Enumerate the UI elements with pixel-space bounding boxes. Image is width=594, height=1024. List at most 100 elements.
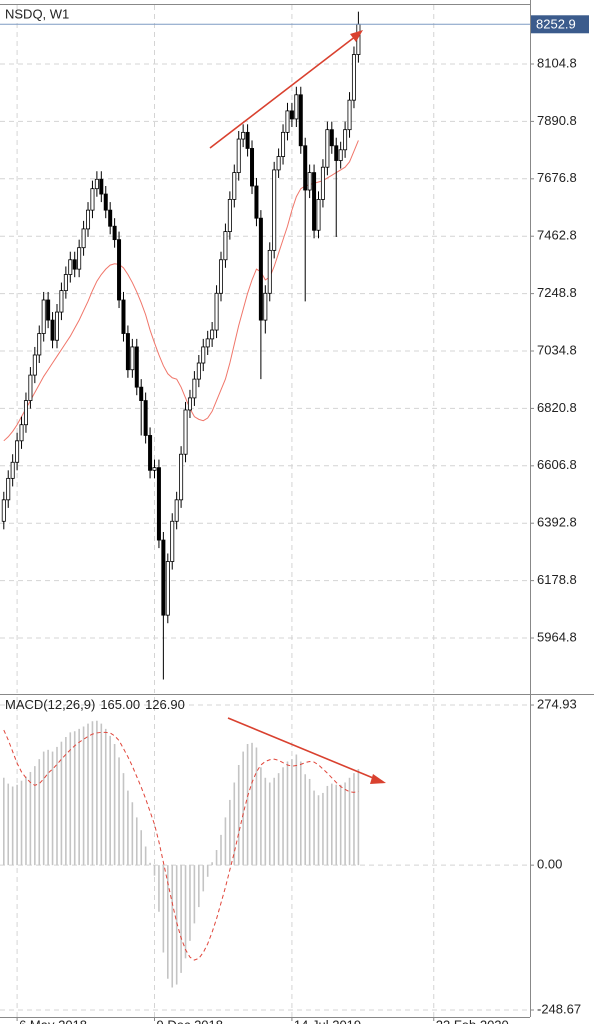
candle-body: [316, 199, 321, 231]
x-tick-label: 23 Feb 2020: [436, 1017, 509, 1024]
candle-body: [139, 386, 144, 401]
candle-body: [134, 346, 139, 388]
candle-body: [90, 188, 95, 211]
candle-body: [294, 94, 299, 120]
candle-body: [223, 231, 228, 261]
candle-body: [227, 199, 232, 232]
y-tick-label: 274.93: [537, 696, 577, 711]
candle-body: [276, 156, 281, 171]
candle-body: [41, 299, 46, 334]
plot-layer: 8104.8 7890.8 7676.8 7462.8 7248.8 7034.8 6820…: [0, 5, 589, 1024]
candle-body: [196, 362, 201, 380]
candle-body: [289, 110, 294, 120]
candle-body: [281, 131, 286, 157]
y-tick-label: -248.67: [537, 1001, 581, 1016]
x-tick-label: 14 Jul 2019: [294, 1017, 361, 1024]
candle-body: [334, 145, 339, 161]
price-label-box: [531, 15, 589, 34]
candle-body: [210, 329, 215, 340]
candle-body: [77, 247, 82, 270]
candle-body: [192, 378, 197, 399]
candle-body: [329, 129, 334, 147]
chart-title: NSDQ, W1: [5, 6, 69, 21]
candle-body: [161, 539, 166, 616]
candle-body: [347, 99, 352, 131]
candle-body: [214, 292, 219, 331]
candle-body: [245, 131, 250, 149]
candle-body: [205, 338, 210, 348]
y-tick-label: 7034.8: [537, 342, 577, 357]
annotation-arrow: [209, 30, 363, 149]
x-tick-label: 9 Dec 2018: [157, 1017, 224, 1024]
candle-body: [174, 499, 179, 522]
signal-line: [3, 729, 359, 961]
y-tick-label: 7676.8: [537, 170, 577, 185]
candle-body: [37, 333, 42, 356]
candle-body: [143, 400, 148, 436]
candle-body: [218, 259, 223, 294]
candle-body: [112, 225, 117, 241]
candle-body: [343, 129, 348, 151]
candle-body: [156, 467, 161, 541]
candle-body: [250, 148, 255, 187]
candle-body: [23, 400, 28, 426]
candle-body: [241, 131, 246, 140]
candle-body: [59, 290, 64, 313]
candle-body: [152, 467, 157, 471]
candle-body: [351, 54, 356, 101]
candle-body: [179, 453, 184, 501]
candle-body: [325, 129, 330, 168]
candle-body: [103, 193, 108, 211]
candle-body: [148, 435, 153, 471]
candle-body: [81, 228, 86, 249]
candle-body: [307, 172, 312, 191]
candle-body: [46, 299, 51, 321]
candle-body: [99, 178, 104, 195]
candle-body: [338, 149, 343, 161]
candle-body: [19, 424, 24, 442]
candle-body: [6, 477, 11, 501]
x-tick-label: 6 May 2018: [19, 1017, 87, 1024]
y-tick-label: 8104.8: [537, 55, 577, 70]
candle-body: [130, 346, 135, 371]
signal-value: 126.90: [145, 697, 185, 712]
candle-body: [285, 110, 290, 133]
candle-body: [187, 397, 192, 411]
candle-body: [298, 94, 303, 147]
candle-body: [183, 409, 188, 455]
candle-body: [108, 209, 113, 227]
candle-body: [232, 172, 237, 200]
moving-average: [3, 140, 359, 442]
candle-body: [258, 217, 263, 321]
candle-body: [121, 299, 126, 334]
candle-body: [201, 346, 206, 364]
candle-body: [86, 209, 91, 230]
y-tick-label: 7462.8: [537, 228, 577, 243]
y-tick-label: 6820.8: [537, 400, 577, 415]
candle-body: [165, 561, 170, 616]
candle-body: [94, 178, 99, 190]
candle-body: [117, 239, 122, 301]
indicator-header: MACD(12,26,9) 165.00 126.90: [5, 697, 185, 712]
candle-body: [254, 185, 259, 219]
candle-body: [267, 249, 272, 294]
indicator-title: MACD(12,26,9): [5, 697, 95, 712]
candle-body: [236, 138, 241, 173]
candle-body: [54, 311, 59, 341]
candle-body: [32, 354, 37, 376]
price-label: 8252.9: [536, 17, 576, 32]
y-tick-label: 7248.8: [537, 285, 577, 300]
candle-body: [15, 440, 20, 463]
macd-value: 165.00: [100, 697, 140, 712]
y-tick-label: 6392.8: [537, 515, 577, 530]
candle-body: [1, 499, 6, 522]
candle-body: [303, 145, 308, 191]
y-tick-label: 6606.8: [537, 457, 577, 472]
candle-body: [50, 319, 55, 341]
candle-body: [312, 172, 317, 231]
y-tick-label: 7890.8: [537, 113, 577, 128]
candle-body: [63, 274, 68, 292]
annotation-arrow: [227, 717, 386, 784]
